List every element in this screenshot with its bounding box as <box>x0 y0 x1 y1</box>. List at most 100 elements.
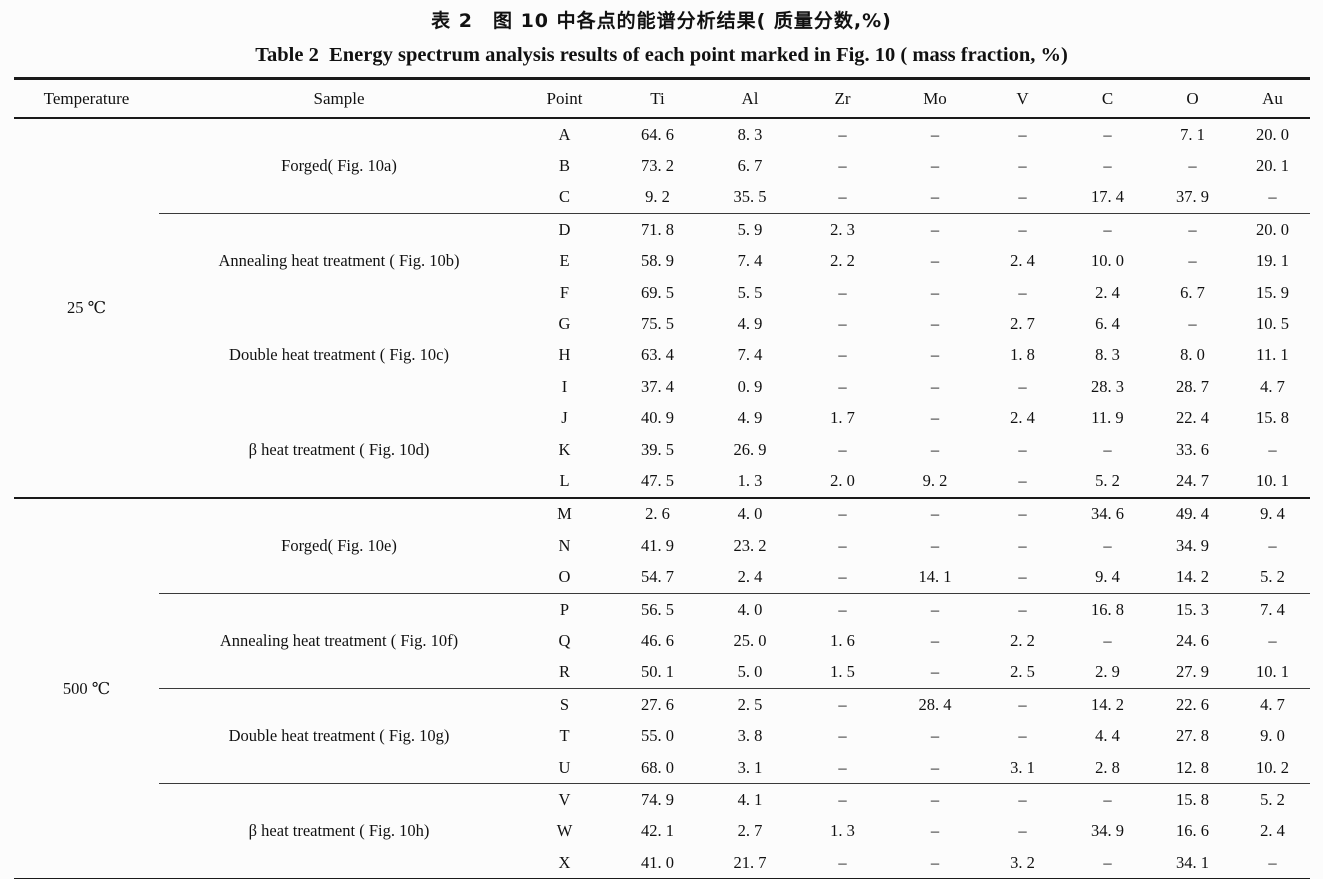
value-cell-c: 34. 9 <box>1091 821 1124 841</box>
value-cell-ti: 69. 5 <box>641 282 674 302</box>
value-cell-zr: – <box>838 156 847 176</box>
value-cell-ti: 68. 0 <box>641 757 674 777</box>
value-cell-zr: – <box>838 757 847 777</box>
value-cell-mo: – <box>930 376 940 396</box>
table-row-point-d: Annealing heat treatment ( Fig. 10b) D 71.… <box>14 213 1310 309</box>
value-cell-v: – <box>1018 376 1027 396</box>
value-cell-c: 9. 4 <box>1095 567 1120 587</box>
value-cell-al: 21. 7 <box>733 852 767 872</box>
table-title-english: Table 2 Energy spectrum analysis results… <box>255 44 1068 66</box>
value-cell-ti: 58. 9 <box>641 251 674 271</box>
sample-cell: Forged( Fig. 10a) <box>281 156 397 176</box>
value-cell-zr: – <box>838 187 847 207</box>
value-cell-o: 8. 0 <box>1180 345 1205 365</box>
value-cell-al: 8. 3 <box>737 124 763 144</box>
value-cell-v: – <box>1018 124 1027 144</box>
point-cell: K <box>558 439 571 459</box>
column-header-temperature: Temperature <box>14 78 159 119</box>
value-cell-al: 4. 1 <box>705 783 795 816</box>
table-row-point-x: X 41. 0 21. 7 – – 3. 2 – 34. 1 – <box>14 847 1310 879</box>
value-cell-v: 1. 8 <box>1010 345 1035 365</box>
value-cell-c: 6. 4 <box>1095 314 1120 334</box>
value-cell-mo: – <box>930 662 940 682</box>
value-cell-al: 4. 9 <box>737 408 763 428</box>
table-row-point-p: Annealing heat treatment ( Fig. 10f) P 56.… <box>14 592 1310 689</box>
value-cell-zr: – <box>838 535 847 555</box>
point-cell: R <box>558 662 570 682</box>
table-row-point-t: T 55. 0 3. 8 – – – 4. 4 27. 8 9. 0 <box>14 720 1310 751</box>
value-cell-al: 3. 1 <box>737 757 763 777</box>
value-cell-o: 34. 1 <box>1176 852 1209 872</box>
value-cell-zr: 1. 3 <box>830 821 855 841</box>
column-header-al: Al <box>705 78 795 119</box>
value-cell-c: – <box>1103 124 1112 144</box>
value-cell-au: – <box>1268 630 1277 650</box>
value-cell-ti: 71. 8 <box>610 213 705 246</box>
value-cell-al: 5. 0 <box>737 662 763 682</box>
point-cell: Q <box>558 630 571 650</box>
value-cell-o: – <box>1188 156 1197 176</box>
column-header-mo: Mo <box>890 78 980 119</box>
table-header-row: Temperature Sample Point Ti Al Zr Mo V C O Au <box>14 78 1310 119</box>
point-cell: T <box>559 726 570 746</box>
value-cell-zr: – <box>838 726 847 746</box>
value-cell-al: 2. 7 <box>737 821 763 841</box>
value-cell-mo: – <box>930 282 940 302</box>
value-cell-au: 9. 4 <box>1235 496 1310 531</box>
value-cell-ti: 74. 9 <box>610 783 705 816</box>
table-body: 25 ℃ Forged( Fig. 10a) A 64. 6 8. 3 – – – – 7. 1 2… <box>14 118 1310 879</box>
value-cell-mo: – <box>930 535 940 555</box>
value-cell-au: – <box>1268 535 1277 555</box>
value-cell-v: – <box>1018 535 1027 555</box>
value-cell-al: 4. 0 <box>705 496 795 531</box>
value-cell-mo: 14. 1 <box>918 567 952 587</box>
value-cell-mo: – <box>930 408 940 428</box>
value-cell-al: 5. 9 <box>705 213 795 246</box>
value-cell-v: – <box>980 496 1065 531</box>
value-cell-ti: 42. 1 <box>641 821 674 841</box>
value-cell-c: 14. 2 <box>1065 688 1150 721</box>
point-cell: A <box>558 124 571 144</box>
point-cell: H <box>558 345 571 365</box>
value-cell-au: 5. 2 <box>1260 567 1285 587</box>
table-row-point-q: Q 46. 6 25. 0 1. 6 – 2. 2 – 24. 6 – <box>14 625 1310 656</box>
value-cell-v: 2. 4 <box>1010 251 1035 271</box>
value-cell-mo: – <box>930 124 940 144</box>
value-cell-o: 49. 4 <box>1150 496 1235 531</box>
value-cell-au: 5. 2 <box>1235 783 1310 816</box>
value-cell-zr: 2. 3 <box>795 213 890 246</box>
value-cell-ti: 73. 2 <box>641 156 674 176</box>
point-cell: I <box>561 376 568 396</box>
column-header-point: Point <box>519 78 610 119</box>
value-cell-al: 6. 7 <box>737 156 763 176</box>
value-cell-zr: 2. 0 <box>830 470 855 490</box>
value-cell-ti: 75. 5 <box>641 314 674 334</box>
value-cell-au: 20. 0 <box>1256 124 1289 144</box>
point-cell: M <box>519 496 610 531</box>
value-cell-zr: – <box>795 783 890 816</box>
value-cell-ti: 39. 5 <box>641 439 674 459</box>
value-cell-v: – <box>1018 470 1027 490</box>
point-cell: L <box>559 470 570 490</box>
value-cell-o: – <box>1188 314 1197 334</box>
value-cell-mo: – <box>930 852 940 872</box>
value-cell-ti: 27. 6 <box>610 688 705 721</box>
value-cell-au: 10. 1 <box>1256 662 1289 682</box>
value-cell-v: – <box>1018 156 1027 176</box>
value-cell-ti: 41. 0 <box>641 852 674 872</box>
table-row-point-h: H 63. 4 7. 4 – – 1. 8 8. 3 8. 0 11. 1 <box>14 340 1310 371</box>
value-cell-au: 15. 9 <box>1256 282 1289 302</box>
point-cell: X <box>558 852 571 872</box>
value-cell-v: – <box>1018 187 1027 207</box>
value-cell-o: 22. 6 <box>1150 688 1235 721</box>
table-row-point-u: U 68. 0 3. 1 – – 3. 1 2. 8 12. 8 10. 2 <box>14 752 1310 784</box>
value-cell-al: 3. 8 <box>737 726 763 746</box>
value-cell-c: – <box>1065 783 1150 816</box>
value-cell-c: 10. 0 <box>1091 251 1124 271</box>
table-row-point-j: β heat treatment ( Fig. 10d) J 40. 9 4. 9 1.… <box>14 403 1310 458</box>
value-cell-v: 2. 2 <box>1010 630 1035 650</box>
value-cell-al: 35. 5 <box>733 187 767 207</box>
value-cell-au: 10. 2 <box>1256 757 1289 777</box>
column-header-sample: Sample <box>159 78 519 119</box>
